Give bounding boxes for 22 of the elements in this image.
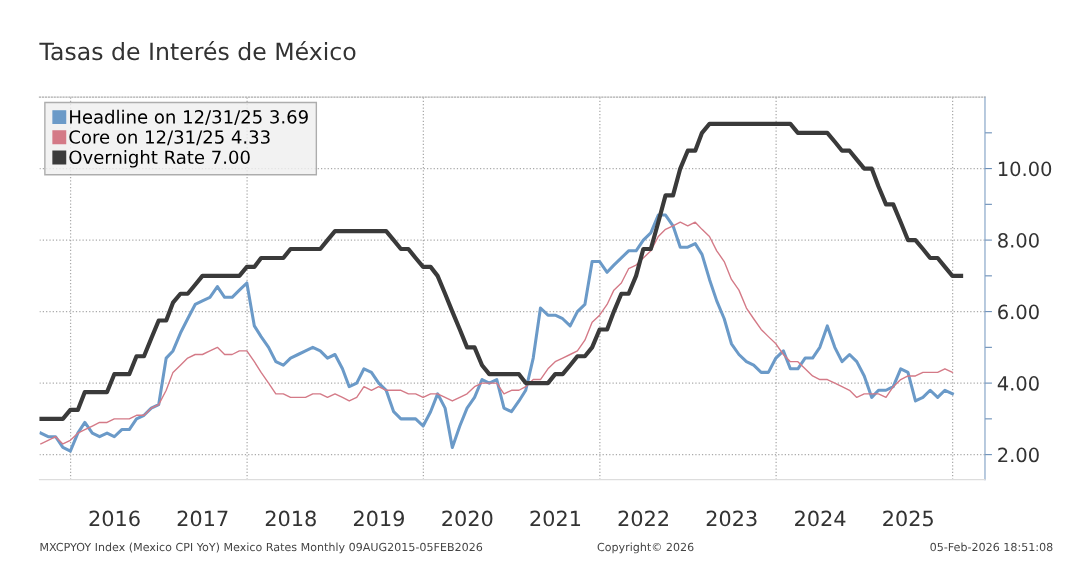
- y-tick-label: 4.00: [997, 376, 1039, 391]
- x-tick-label: 2016: [89, 510, 140, 527]
- x-tick-label: 2022: [618, 510, 668, 527]
- y-tick-label: 6.00: [998, 304, 1039, 320]
- legend-label: Core on 12/31/25 4.33: [69, 130, 270, 146]
- text: MXCPYOY Index (Mexico CPI YoY) Mexico Rates Monthly 09AUG2015-05FEB2026: [40, 542, 483, 554]
- x-tick-label: 2024: [795, 510, 846, 527]
- y-tick-label: 8.00: [998, 233, 1039, 248]
- x-tick-label: 2025: [883, 510, 933, 527]
- legend-label: Overnight Rate 7.00: [69, 150, 250, 168]
- text: 05-Feb-2026 18:51:08: [930, 542, 1053, 552]
- x-tick-label: 2018: [265, 510, 316, 527]
- y-tick-label: 10.00: [998, 161, 1052, 177]
- x-tick-label: 2021: [530, 510, 581, 527]
- x-tick-label: 2019: [353, 510, 404, 527]
- legend-label: Headline on 12/31/25 3.69: [70, 109, 308, 126]
- x-tick-label: 2023: [706, 510, 757, 527]
- y-tick-label: 2.00: [998, 447, 1039, 463]
- x-tick-label: 2017: [177, 510, 228, 527]
- x-tick-label: 2020: [442, 510, 493, 527]
- text: Copyright© 2026: [597, 542, 694, 554]
- chart-title: Tasas de Interés de México: [39, 41, 356, 61]
